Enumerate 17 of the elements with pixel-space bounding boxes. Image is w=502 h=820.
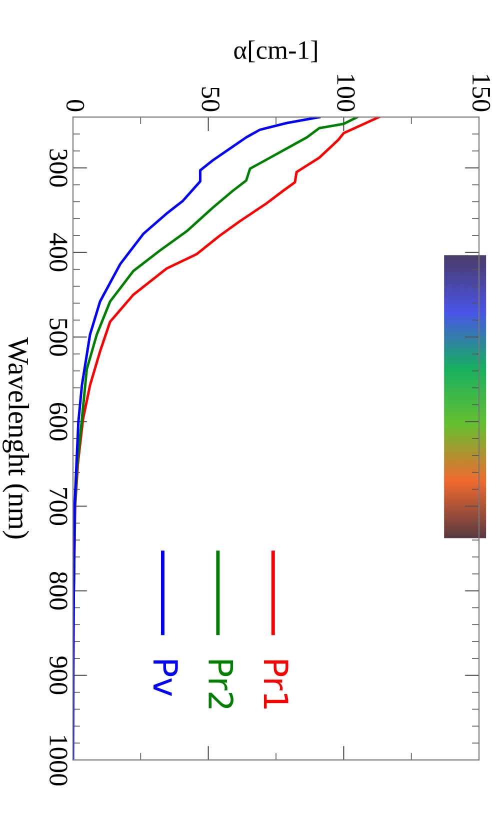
y-tick-label: 600 <box>50 402 68 440</box>
x-tick-label: 50 <box>202 87 220 112</box>
y-tick-label: 900 <box>50 656 68 694</box>
x-axis-title: α[cm-1] <box>234 40 317 62</box>
text: Pr2 <box>208 660 234 708</box>
text: Pr1 <box>264 660 288 708</box>
y-tick-label: 1000 <box>50 736 68 786</box>
y-axis-title: Wavelenght (nm) <box>2 337 30 539</box>
y-tick-label: 500 <box>50 318 68 356</box>
x-tick-label: 150 <box>472 74 490 112</box>
y-tick-label: 800 <box>50 572 68 610</box>
x-tick-label: 0 <box>66 100 84 112</box>
y-tick-label: 700 <box>50 488 68 525</box>
y-tick-label: 400 <box>50 233 68 272</box>
x-tick-label: 100 <box>337 74 355 112</box>
y-tick-label: 300 <box>50 149 68 187</box>
text: Pv <box>154 660 178 696</box>
